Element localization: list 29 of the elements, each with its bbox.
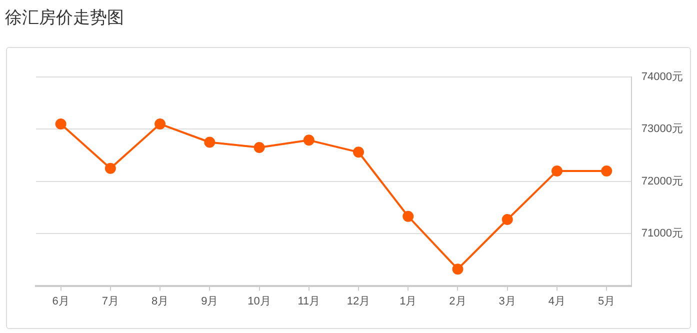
x-tick-label: 8月 (151, 295, 169, 308)
x-tick-label: 2月 (449, 295, 466, 308)
point (402, 210, 414, 222)
x-tick-label: 12月 (346, 295, 370, 308)
y-tick-label: 72000元 (641, 175, 684, 188)
x-tick-label: 11月 (298, 295, 320, 308)
y-tick-label: 73000元 (641, 123, 684, 136)
x-tick-label: 4月 (548, 295, 566, 308)
point (303, 134, 314, 146)
point (154, 118, 166, 130)
point (204, 136, 216, 148)
x-tick-label: 5月 (598, 295, 616, 308)
x-tick-label: 7月 (102, 295, 119, 308)
point (601, 165, 612, 176)
point (254, 142, 265, 153)
point (452, 264, 464, 275)
y-tick-label: 71000元 (641, 228, 684, 240)
y-tick-label: 74000元 (641, 71, 684, 84)
x-tick-label: 1月 (400, 295, 417, 308)
x-tick-label: 9月 (201, 295, 218, 308)
chart-title: 徐汇房价走势图 (5, 7, 124, 29)
point (104, 162, 116, 174)
point (55, 118, 66, 130)
x-tick-label: 10月 (248, 295, 271, 308)
x-tick-label: 6月 (52, 295, 70, 308)
point (551, 165, 562, 176)
point (502, 214, 513, 226)
point (353, 146, 364, 158)
x-tick-label: 3月 (498, 295, 516, 308)
